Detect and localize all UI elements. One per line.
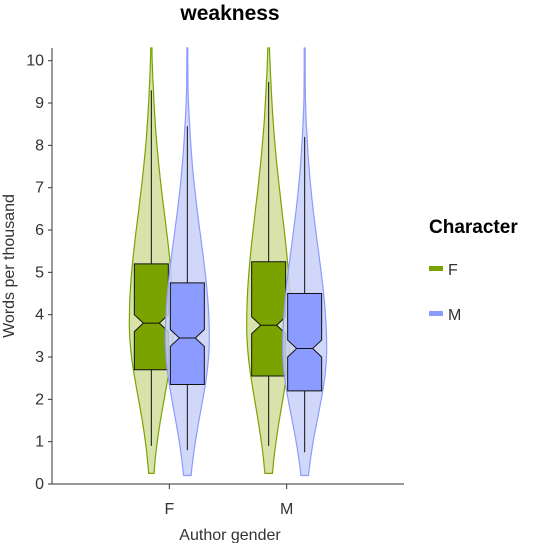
y-tick-label: 0 [35, 476, 44, 493]
box [251, 261, 287, 377]
y-axis-label: Words per thousand [1, 194, 18, 338]
legend-title: Character [429, 217, 518, 238]
y-tick-label: 6 [35, 222, 44, 239]
box [133, 263, 169, 371]
x-tick-label: F [164, 501, 174, 518]
y-tick-label: 4 [35, 307, 44, 324]
legend-label-f: F [448, 262, 458, 279]
chart-title: weakness [179, 2, 279, 25]
series-m [164, 47, 328, 477]
box [287, 293, 323, 392]
legend-swatch-f [429, 266, 443, 271]
plot-area [128, 47, 328, 477]
y-tick-label: 3 [35, 349, 44, 366]
y-tick-label: 7 [35, 180, 44, 197]
legend-swatch-m [429, 311, 443, 316]
y-tick-label: 2 [35, 391, 44, 408]
y-tick-label: 5 [35, 264, 44, 281]
legend: Character F M [429, 217, 518, 324]
x-axis-label: Author gender [179, 527, 281, 543]
y-tick-label: 9 [35, 95, 44, 112]
x-tick-label: M [280, 501, 293, 518]
y-tick-label: 8 [35, 137, 44, 154]
y-axis: 0 1 2 3 4 5 6 7 8 9 10 [26, 48, 53, 493]
y-tick-label: 1 [35, 434, 44, 451]
y-tick-label: 10 [26, 53, 44, 70]
box [169, 282, 205, 386]
legend-label-m: M [448, 307, 461, 324]
series-f [128, 47, 292, 474]
